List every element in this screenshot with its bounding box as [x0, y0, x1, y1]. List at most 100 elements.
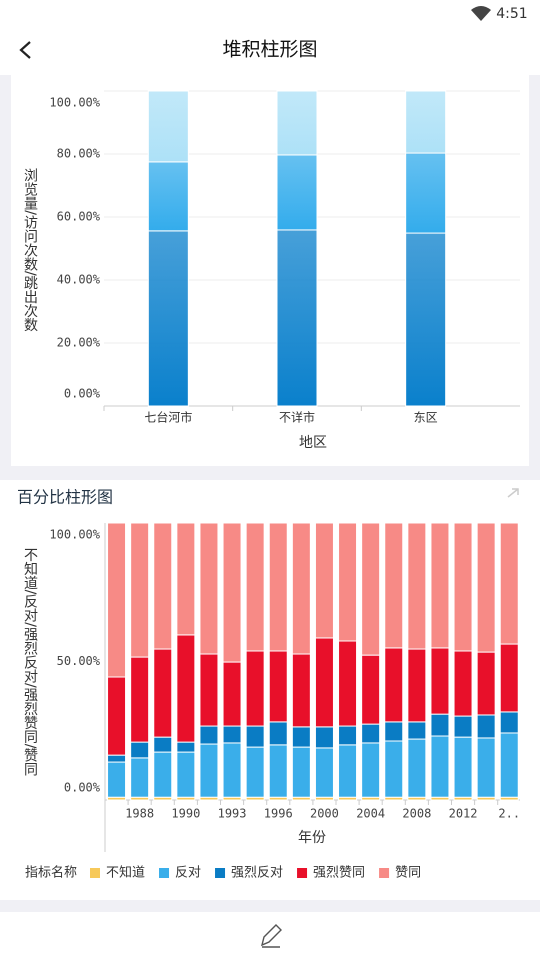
bar-segment [476, 651, 496, 716]
bar-segment [384, 522, 404, 649]
bar-segment [268, 744, 288, 798]
x-tick-label: 不详市 [279, 410, 315, 425]
bar-segment [407, 648, 427, 723]
x-tick-label: 2004 [356, 807, 385, 821]
bar-segment [430, 647, 450, 715]
bar-segment [384, 721, 404, 742]
bar-segment [314, 747, 334, 798]
bar-segment [176, 634, 196, 743]
bar-segment [314, 522, 334, 639]
bar-segment [405, 152, 447, 234]
card [11, 75, 529, 466]
bar-segment [405, 232, 447, 407]
bar-segment [453, 650, 473, 717]
x-tick-label: 2008 [402, 807, 431, 821]
y-tick-label: 20.00% [57, 336, 101, 350]
bar-segment [453, 522, 473, 652]
chart-title: 百分比柱形图 [17, 488, 113, 507]
bar-segment [222, 725, 242, 744]
legend-swatch [297, 868, 308, 878]
bar-segment [276, 229, 318, 407]
bar-segment [130, 757, 150, 798]
bar-segment [245, 650, 265, 727]
legend-swatch [159, 868, 170, 878]
bar-segment [107, 522, 127, 678]
bar-segment [291, 653, 311, 728]
bar-segment [222, 522, 242, 663]
x-tick-label: 东区 [414, 411, 438, 425]
edit-button[interactable] [260, 924, 282, 948]
bar-segment [338, 522, 358, 642]
bar-segment [199, 725, 219, 745]
bar-segment [199, 653, 219, 727]
bar-segment [147, 90, 189, 163]
x-axis-label: 年份 [298, 830, 326, 846]
bar-segment [130, 741, 150, 759]
bar-segment [476, 737, 496, 798]
bar-segment [153, 522, 173, 650]
bar-segment [176, 751, 196, 798]
y-tick-label: 0.00% [64, 781, 101, 795]
bar-segment [291, 746, 311, 798]
x-tick-label: 2.. [498, 807, 520, 821]
x-tick-label: 1996 [264, 807, 293, 821]
bar-segment [245, 522, 265, 652]
y-tick-label: 0.00% [64, 387, 101, 401]
bar-segment [384, 740, 404, 798]
bar-segment [338, 744, 358, 798]
bar-segment [147, 161, 189, 232]
bar-segment [476, 714, 496, 739]
bar-segment [291, 726, 311, 748]
bar-segment [361, 742, 381, 798]
bar-segment [338, 725, 358, 746]
bar-segment [222, 742, 242, 798]
bar-segment [147, 230, 189, 407]
bar-segment [268, 522, 288, 652]
y-axis-label: 浏览量/访问次数/跳出次数 [22, 168, 38, 332]
bar-segment [153, 736, 173, 753]
bar-segment [476, 522, 496, 653]
bar-segment [361, 723, 381, 744]
bar-segment [130, 656, 150, 743]
bar-segment [107, 761, 127, 798]
bar-segment [407, 522, 427, 650]
y-tick-label: 100.00% [49, 528, 100, 542]
bar-segment [407, 721, 427, 740]
legend-swatch [215, 868, 226, 878]
bar-segment [430, 735, 450, 798]
expand-icon[interactable] [507, 488, 519, 498]
legend-label: 强烈反对 [231, 866, 283, 881]
bar-segment [245, 746, 265, 798]
back-button[interactable] [19, 41, 31, 59]
x-tick-label: 2012 [449, 807, 478, 821]
bar-segment [245, 725, 265, 748]
bar-segment [405, 90, 447, 154]
bar-segment [361, 522, 381, 656]
y-tick-label: 50.00% [57, 654, 101, 668]
bar-segment [276, 154, 318, 231]
x-tick-label: 七台河市 [144, 410, 192, 425]
bar-segment [499, 643, 519, 713]
bar-segment [276, 90, 318, 156]
legend-label: 强烈赞同 [313, 866, 365, 881]
x-tick-label: 2000 [310, 807, 339, 821]
y-tick-label: 60.00% [57, 210, 101, 224]
bar-segment [268, 650, 288, 723]
bar-segment [430, 713, 450, 737]
bar-segment [499, 732, 519, 798]
bar-segment [176, 522, 196, 636]
bar-segment [314, 637, 334, 728]
page-title: 堆积柱形图 [222, 39, 317, 61]
bar-segment [430, 522, 450, 649]
bar-segment [199, 522, 219, 655]
bar-segment [153, 648, 173, 738]
clock: 4:51 [496, 6, 527, 22]
legend-label: 赞同 [395, 866, 421, 881]
y-tick-label: 100.00% [49, 96, 100, 110]
bottom-bar [0, 912, 540, 962]
x-tick-label: 1993 [218, 807, 247, 821]
x-tick-label: 1990 [171, 807, 200, 821]
bar-segment [314, 726, 334, 749]
